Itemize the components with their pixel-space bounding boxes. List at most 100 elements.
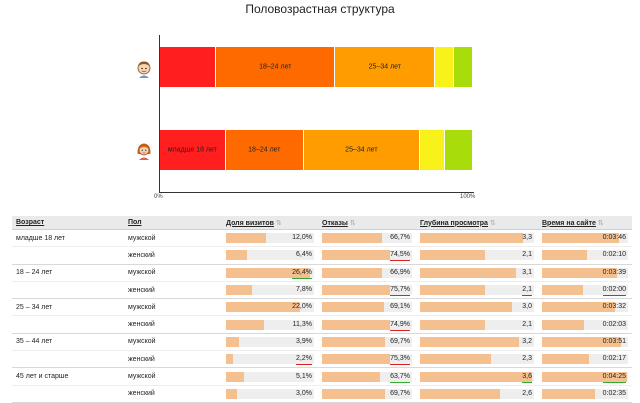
bar-segment-1-4[interactable] (444, 130, 473, 170)
share-bar-track (226, 388, 314, 399)
table-row[interactable]: женский 3,0% 69,7% 2,6 0:02:35 (12, 385, 632, 403)
share-bar-fill (226, 233, 267, 244)
bar-segment-label: 18–24 лет (248, 146, 281, 154)
share-bar-track (226, 336, 314, 347)
share-cell: 5,1% (222, 367, 318, 386)
bounce-bar-fill (322, 302, 385, 313)
depth-bar-fill (420, 336, 520, 347)
time-bar-fill (542, 233, 620, 244)
table-row[interactable]: женский 6,4% 74,5% 2,1 0:02:10 (12, 246, 632, 265)
depth-cell: 3,2 (416, 333, 538, 352)
share-cell: 7,8% (222, 281, 318, 300)
depth-bar-fill (420, 302, 513, 313)
share-bar-track (226, 233, 314, 244)
share-bar-fill (226, 250, 248, 261)
table-row[interactable]: младше 18 лет мужской 12,0% 66,7% 3,3 0:03:46 (12, 229, 632, 248)
bounce-bar-fill (322, 388, 385, 399)
table-row[interactable]: женский 11,3% 74,9% 2,1 0:02:03 (12, 315, 632, 334)
share-bar-fill (226, 285, 253, 296)
bounce-value: 75,3% (390, 354, 410, 366)
bar-segment-0-2[interactable]: 25–34 лет (335, 47, 436, 87)
share-cell: 22,0% (222, 298, 318, 317)
column-header-age[interactable]: Возраст (12, 216, 124, 230)
time-bar-fill (542, 267, 617, 278)
share-cell: 3,9% (222, 333, 318, 352)
table-header: Возраст Пол Доля визитов ⇅ Отказы ⇅ Глубин… (12, 216, 632, 230)
sort-icon[interactable]: ⇅ (489, 219, 496, 227)
depth-value: 2,1 (522, 320, 532, 328)
chart-y-axis (159, 35, 160, 193)
bounce-bar-fill (322, 354, 390, 365)
share-value: 3,0% (296, 389, 312, 397)
depth-bar-fill (420, 388, 500, 399)
column-header-bounce[interactable]: Отказы ⇅ (318, 216, 416, 230)
time-cell: 0:03:32 (538, 298, 632, 317)
bounce-value: 66,9% (390, 268, 410, 276)
share-value: 5,1% (296, 372, 312, 380)
sort-icon[interactable]: ⇅ (349, 219, 356, 227)
page-title: Половозрастная структура (245, 2, 395, 16)
bounce-cell: 75,7% (318, 281, 416, 300)
sort-icon[interactable]: ⇅ (597, 219, 604, 227)
time-value: 0:02:00 (602, 285, 626, 297)
share-cell: 2,2% (222, 350, 318, 369)
sex-cell: мужской (124, 298, 222, 317)
share-value: 6,4% (296, 251, 312, 259)
share-value: 22,0% (292, 303, 312, 311)
bar-segment-1-1[interactable]: 18–24 лет (225, 130, 304, 170)
bounce-cell: 75,3% (318, 350, 416, 369)
bar-segment-0-4[interactable] (454, 47, 473, 87)
table-row[interactable]: женский 2,2% 75,3% 2,3 0:02:17 (12, 350, 632, 369)
bounce-cell: 66,9% (318, 264, 416, 282)
sex-cell: мужской (124, 264, 222, 282)
share-bar-track (226, 371, 314, 382)
depth-value: 2,3 (522, 355, 532, 363)
bar-segment-1-3[interactable] (419, 130, 445, 170)
table-row[interactable]: женский 7,8% 75,7% 2,1 0:02:00 (12, 281, 632, 300)
age-cell (12, 350, 124, 369)
bar-segment-label: 25–34 лет (345, 146, 378, 154)
bar-segment-1-0[interactable]: младше 18 лет (160, 130, 226, 170)
column-header-sex[interactable]: Пол (124, 216, 222, 230)
column-header-share[interactable]: Доля визитов ⇅ (222, 216, 318, 230)
table-row[interactable]: 35 – 44 лет мужской 3,9% 69,7% 3,2 0:03:51 (12, 333, 632, 352)
age-cell: 45 лет и старше (12, 367, 124, 386)
time-value: 0:03:32 (602, 303, 626, 311)
bounce-bar-fill (322, 267, 383, 278)
bar-row-female: младше 18 лет 18–24 лет 25–34 лет (160, 130, 473, 170)
bounce-bar-fill (322, 250, 390, 261)
column-header-time[interactable]: Время на сайте ⇅ (538, 216, 632, 230)
sex-cell: женский (124, 315, 222, 334)
bar-segment-0-3[interactable] (435, 47, 455, 87)
table-row[interactable]: 18 – 24 лет мужской 26,4% 66,9% 3,1 0:03:39 (12, 264, 632, 282)
bounce-value: 74,9% (390, 320, 410, 331)
time-cell: 0:04:25 (538, 367, 632, 386)
table-row[interactable]: 25 – 34 лет мужской 22,0% 69,1% 3,0 0:03:32 (12, 298, 632, 317)
depth-cell: 3,0 (416, 298, 538, 317)
bounce-value: 69,1% (390, 303, 410, 311)
bounce-value: 74,5% (390, 250, 410, 262)
bounce-cell: 74,5% (318, 246, 416, 265)
bar-segment-1-2[interactable]: 25–34 лет (303, 130, 420, 170)
table-row[interactable]: 45 лет и старше мужской 5,1% 63,7% 3,6 0:04:2… (12, 367, 632, 386)
column-header-depth[interactable]: Глубина просмотра ⇅ (416, 216, 538, 230)
age-cell: 25 – 34 лет (12, 298, 124, 317)
bounce-cell: 69,1% (318, 298, 416, 317)
bar-segment-0-0[interactable] (160, 47, 217, 87)
depth-cell: 2,6 (416, 385, 538, 403)
time-bar-fill (542, 250, 587, 261)
share-bar-track (226, 250, 314, 261)
age-cell (12, 281, 124, 300)
age-cell (12, 385, 124, 403)
age-cell (12, 246, 124, 265)
time-value: 0:02:17 (602, 355, 626, 363)
time-value: 0:02:10 (602, 251, 626, 259)
depth-bar-fill (420, 354, 491, 365)
sex-cell: мужской (124, 367, 222, 386)
sort-icon[interactable]: ⇅ (275, 219, 282, 227)
bar-segment-0-1[interactable]: 18–24 лет (216, 47, 336, 87)
time-cell: 0:03:39 (538, 264, 632, 282)
time-cell: 0:02:03 (538, 315, 632, 334)
share-bar-fill (226, 336, 240, 347)
male-icon (137, 61, 151, 78)
